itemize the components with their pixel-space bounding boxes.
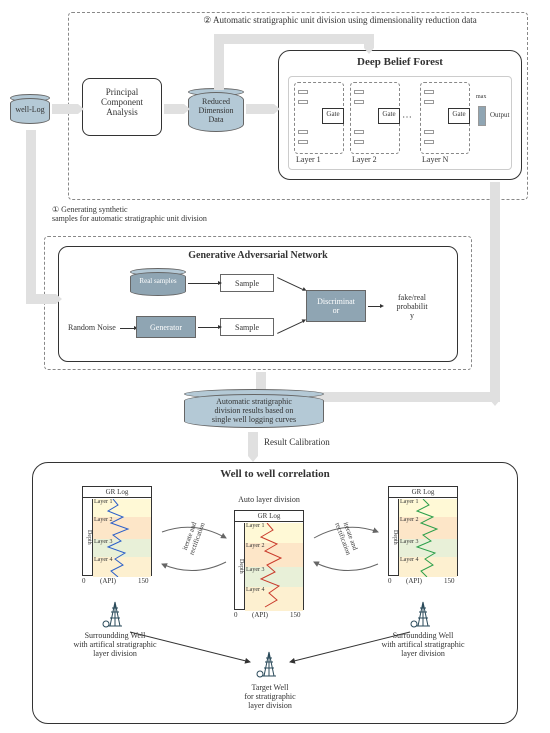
dbf-layer1: Layer 1 bbox=[296, 156, 321, 165]
section2-label: ② Automatic stratigraphic unit division … bbox=[160, 16, 520, 26]
sample-box-1: Sample bbox=[220, 274, 274, 292]
gate1: Gate bbox=[322, 108, 344, 124]
chart-right: GR Log Depth Layer 1 Layer 2 Layer 3 Lay… bbox=[388, 486, 458, 576]
result-cyl-label: Automatic stratigraphic division results… bbox=[184, 398, 324, 424]
sample-box-2: Sample bbox=[220, 318, 274, 336]
curve-blue bbox=[93, 499, 153, 577]
well-log-label: well-Log bbox=[8, 106, 52, 115]
arrow-gan-down bbox=[256, 372, 266, 390]
discriminator-box: Discriminat or bbox=[306, 290, 366, 322]
gateN: Gate bbox=[448, 108, 470, 124]
random-noise: Random Noise bbox=[68, 324, 116, 333]
generator-box: Generator bbox=[136, 316, 196, 338]
curve-green bbox=[399, 499, 459, 577]
dbf-layer2: Layer 2 bbox=[352, 156, 377, 165]
gate2: Gate bbox=[378, 108, 400, 124]
arrow-pca-reduced bbox=[164, 104, 184, 114]
gan-title: Generative Adversarial Network bbox=[58, 250, 458, 261]
dbf-output: Output bbox=[490, 112, 509, 120]
arrow-reduced-dbf bbox=[246, 104, 274, 114]
gan-out: fake/real probabilit y bbox=[382, 294, 442, 320]
derrick-left bbox=[100, 600, 130, 630]
curve-red bbox=[245, 523, 305, 611]
target-label: Target Well for stratigraphic layer divi… bbox=[220, 684, 320, 710]
arrow-dbf-down bbox=[490, 182, 500, 400]
dbf-title: Deep Belief Forest bbox=[278, 56, 522, 68]
result-cal: Result Calibration bbox=[264, 438, 330, 448]
arrow-result-down bbox=[248, 432, 258, 456]
pca-label: Principal Component Analysis bbox=[82, 88, 162, 118]
dbf-max: max bbox=[476, 94, 486, 101]
converge-arrows bbox=[120, 628, 420, 668]
section1-label: ① Generating synthetic samples for autom… bbox=[52, 206, 252, 224]
chart-left: GR Log Depth Layer 1 Layer 2 Layer 3 Lay… bbox=[82, 486, 152, 576]
derrick-right bbox=[408, 600, 438, 630]
arrow-log-pca bbox=[52, 104, 78, 114]
auto-layer: Auto layer division bbox=[224, 496, 314, 505]
reduced-data-label: Reduced Dimension Data bbox=[188, 98, 244, 124]
real-samples-label: Real samples bbox=[128, 278, 188, 286]
chart-mid: GR Log Depth Layer 1 Layer 2 Layer 3 Lay… bbox=[234, 510, 304, 610]
w2w-title: Well to well correlation bbox=[32, 468, 518, 480]
dbf-layerN: Layer N bbox=[422, 156, 448, 165]
arrow-log-down bbox=[26, 130, 36, 294]
